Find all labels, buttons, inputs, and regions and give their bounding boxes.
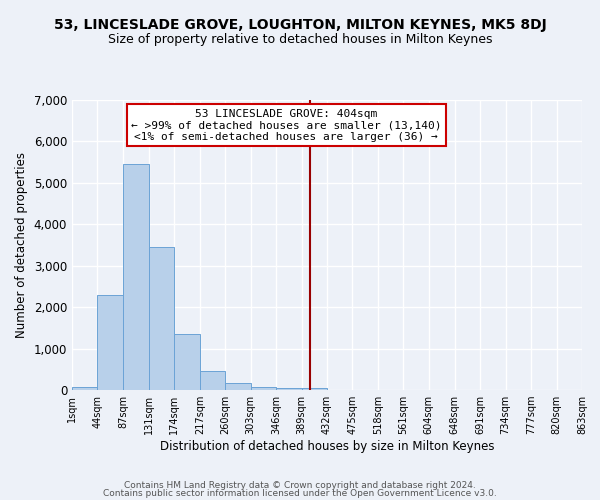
Bar [302, 388, 327, 390]
Bar [276, 388, 302, 390]
Text: Contains HM Land Registry data © Crown copyright and database right 2024.: Contains HM Land Registry data © Crown c… [124, 480, 476, 490]
Bar [123, 164, 149, 390]
Bar [251, 387, 276, 390]
Bar [149, 247, 175, 390]
Y-axis label: Number of detached properties: Number of detached properties [15, 152, 28, 338]
Bar [175, 334, 200, 390]
Text: 53, LINCESLADE GROVE, LOUGHTON, MILTON KEYNES, MK5 8DJ: 53, LINCESLADE GROVE, LOUGHTON, MILTON K… [53, 18, 547, 32]
Text: 53 LINCESLADE GROVE: 404sqm
← >99% of detached houses are smaller (13,140)
<1% o: 53 LINCESLADE GROVE: 404sqm ← >99% of de… [131, 108, 442, 142]
Text: Contains public sector information licensed under the Open Government Licence v3: Contains public sector information licen… [103, 489, 497, 498]
Text: Size of property relative to detached houses in Milton Keynes: Size of property relative to detached ho… [108, 32, 492, 46]
Bar [200, 372, 225, 390]
Bar [97, 294, 123, 390]
Bar [225, 383, 251, 390]
Bar [72, 387, 97, 390]
X-axis label: Distribution of detached houses by size in Milton Keynes: Distribution of detached houses by size … [160, 440, 494, 453]
